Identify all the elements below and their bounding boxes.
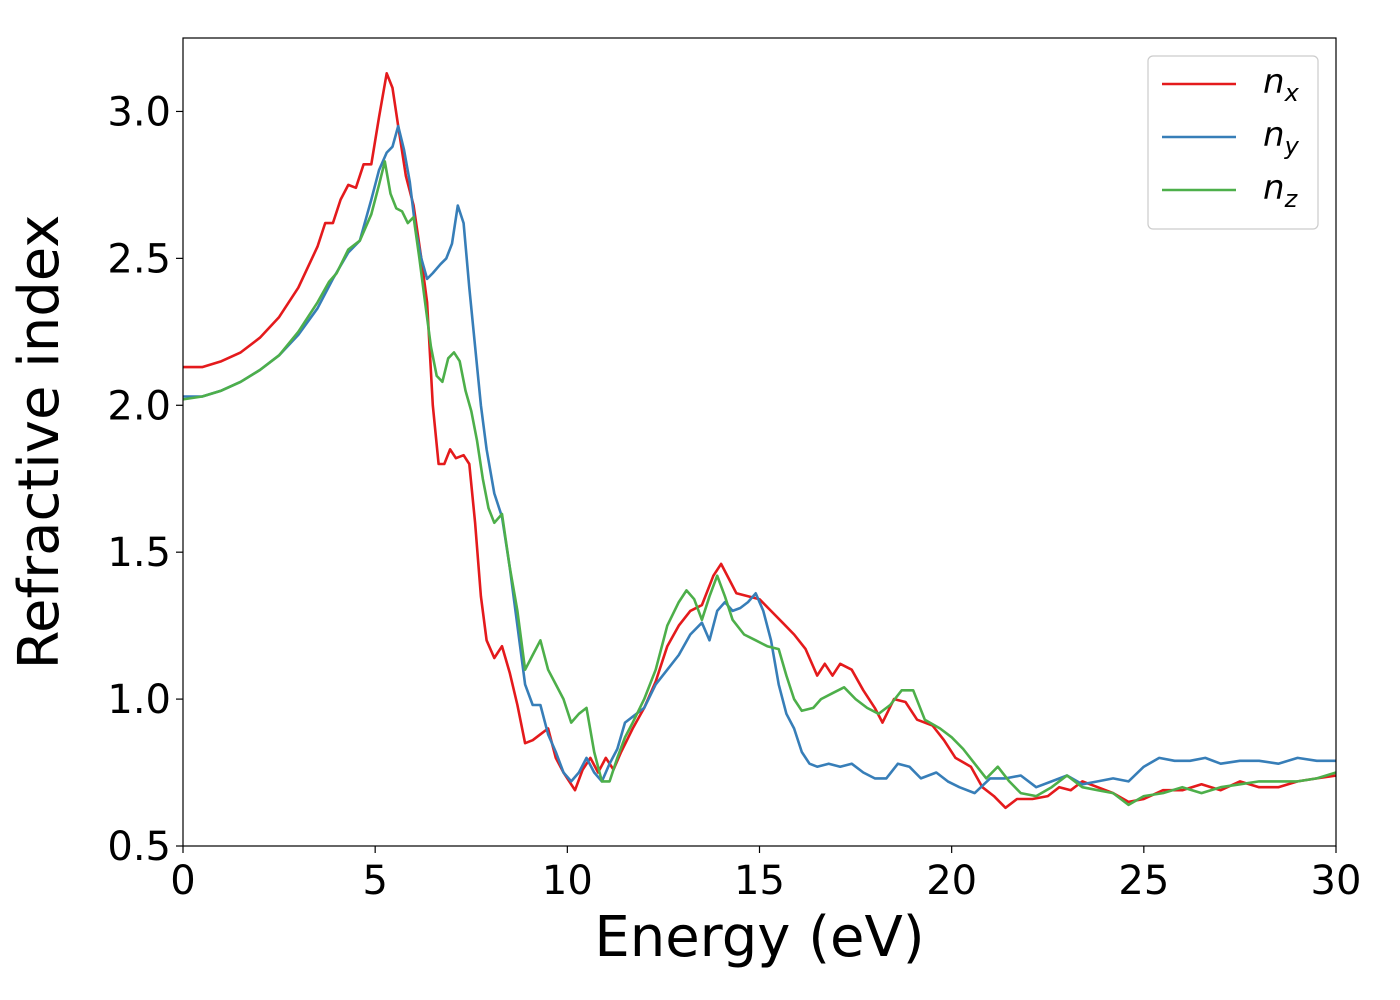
y-tick-label: 3.0 xyxy=(107,89,171,135)
legend-label: nx xyxy=(1263,62,1300,107)
x-tick-label: 5 xyxy=(362,858,387,904)
y-tick-label: 1.0 xyxy=(107,677,171,723)
y-axis: 0.5 1.0 1.5 2.0 2.5 3.0 xyxy=(107,89,183,870)
x-tick-label: 30 xyxy=(1311,858,1362,904)
y-tick-label: 2.0 xyxy=(107,383,171,429)
y-axis-title: Refractive index xyxy=(7,215,72,670)
x-tick-label: 25 xyxy=(1118,858,1169,904)
series-line-n-x xyxy=(183,72,1336,810)
series-line-n-z xyxy=(183,160,1336,807)
series-line-n-y xyxy=(183,124,1336,795)
x-axis-title: Energy (eV) xyxy=(594,905,924,970)
x-axis: 0 5 10 15 20 25 30 xyxy=(170,846,1361,904)
x-tick-label: 15 xyxy=(734,858,785,904)
y-tick-label: 0.5 xyxy=(107,824,171,870)
series-layer xyxy=(183,72,1336,810)
legend-box xyxy=(1147,55,1319,230)
legend-label: ny xyxy=(1263,115,1300,160)
x-tick-label: 20 xyxy=(926,858,977,904)
y-tick-label: 1.5 xyxy=(107,530,171,576)
legend: nx ny nz xyxy=(1147,55,1319,230)
x-tick-label: 0 xyxy=(170,858,195,904)
x-tick-label: 10 xyxy=(542,858,593,904)
y-tick-label: 2.5 xyxy=(107,236,171,282)
legend-label: nz xyxy=(1263,168,1299,213)
